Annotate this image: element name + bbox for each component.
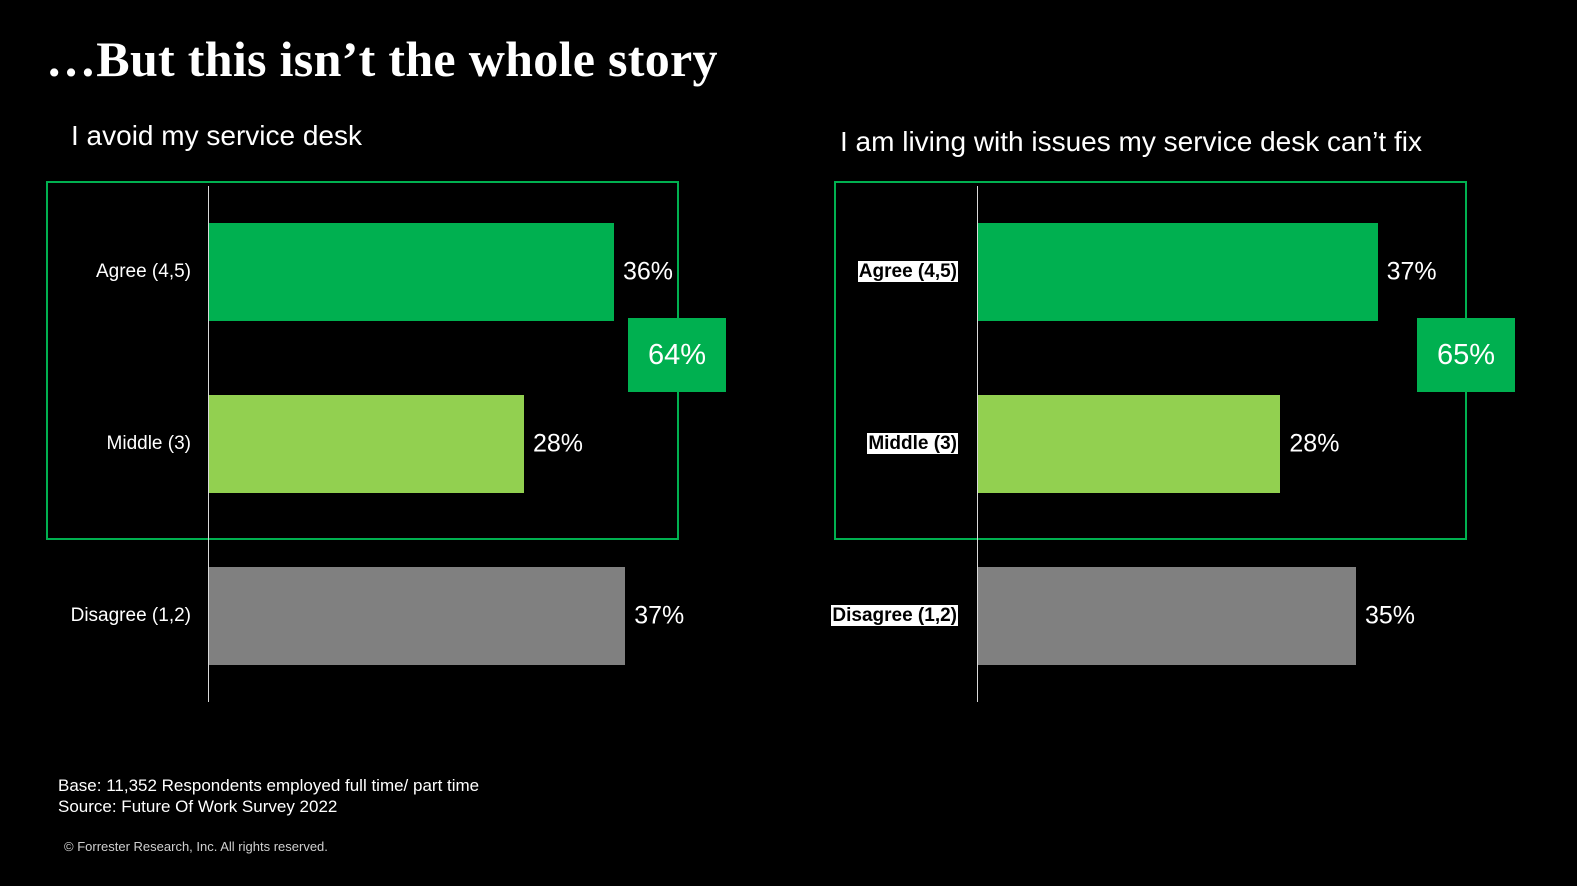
category-label: Middle (3) [867, 433, 958, 455]
category-label: Middle (3) [107, 433, 191, 455]
value-label: 36% [623, 257, 674, 286]
category-label-text: Agree (4,5) [857, 261, 958, 282]
value-label: 37% [634, 601, 685, 630]
bar [209, 223, 614, 321]
category-label-text: Middle (3) [106, 433, 191, 454]
value-label: 28% [533, 429, 584, 458]
category-label: Disagree (1,2) [71, 605, 191, 627]
category-label: Agree (4,5) [857, 261, 958, 283]
category-axis [977, 186, 978, 702]
bar [978, 395, 1281, 493]
page-title: …But this isn’t the whole story [46, 31, 718, 87]
bar [978, 223, 1378, 321]
chart-title: I avoid my service desk [71, 120, 362, 151]
footnote-source: Source: Future Of Work Survey 2022 [58, 797, 338, 816]
bar [209, 567, 626, 665]
category-label-text: Agree (4,5) [95, 261, 191, 282]
footnote-base: Base: 11,352 Respondents employed full t… [58, 776, 480, 795]
category-label: Agree (4,5) [96, 261, 191, 283]
category-label: Disagree (1,2) [831, 605, 958, 627]
category-label-text: Disagree (1,2) [70, 605, 191, 626]
value-label: 35% [1365, 601, 1416, 630]
category-label-text: Middle (3) [867, 433, 958, 454]
bar [978, 567, 1356, 665]
bar [209, 395, 524, 493]
footnote: Base: 11,352 Respondents employed full t… [58, 775, 479, 817]
total-badge: 64% [628, 318, 726, 392]
total-badge: 65% [1417, 318, 1515, 392]
value-label: 28% [1289, 429, 1340, 458]
value-label: 37% [1386, 257, 1437, 286]
category-label-text: Disagree (1,2) [831, 605, 958, 626]
category-axis [208, 186, 209, 702]
copyright: © Forrester Research, Inc. All rights re… [64, 839, 328, 854]
chart-title: I am living with issues my service desk … [840, 126, 1422, 157]
